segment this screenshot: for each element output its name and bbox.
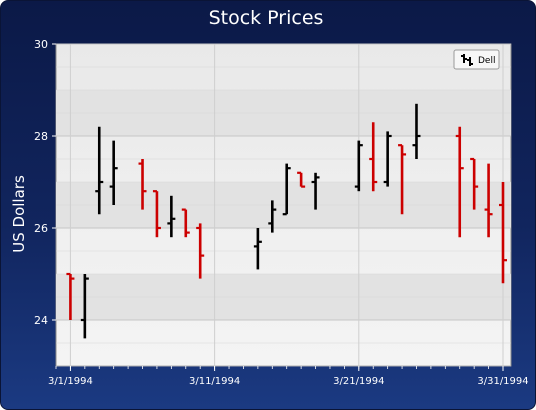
ohlc-bar: [455, 126, 464, 238]
ohlc-bar: [282, 163, 291, 216]
y-tick-label: 24: [34, 314, 48, 327]
legend-label-dell: Dell: [478, 56, 495, 66]
ohlc-bar: [167, 195, 176, 238]
ohlc-bar: [109, 140, 118, 205]
y-tick-label: 30: [34, 38, 48, 51]
ohlc-bar: [311, 172, 320, 210]
legend-box: [453, 49, 500, 70]
ohlc-bar: [398, 144, 407, 215]
y-axis-label: US Dollars: [10, 175, 28, 253]
ohlc-bar: [412, 103, 421, 159]
ohlc-bar: [196, 223, 205, 279]
ohlc-bar: [470, 157, 479, 210]
ohlc-bar: [95, 126, 104, 215]
ohlc-bar: [253, 228, 262, 270]
ohlc-bar: [268, 200, 277, 233]
legend: Dell: [453, 49, 500, 70]
x-tick-label: 3/1/1994: [48, 376, 93, 387]
ohlc-bar: [66, 272, 75, 320]
x-tick-label: 3/11/1994: [189, 376, 240, 387]
ohlc-bar: [181, 208, 190, 238]
x-tick-label: 3/21/1994: [333, 376, 384, 387]
ohlc-bar: [138, 159, 147, 210]
x-tick-label: 3/31/1994: [477, 376, 528, 387]
ohlc-bar: [152, 190, 161, 238]
ohlc-bar: [354, 140, 363, 192]
legend-ohlc-icon: [461, 54, 473, 66]
y-tick-label: 26: [34, 222, 48, 235]
ohlc-bar: [484, 163, 493, 238]
ohlc-bar: [297, 171, 306, 188]
ohlc-bar: [369, 122, 378, 192]
chart-title: Stock Prices: [209, 7, 324, 29]
y-tick-label: 28: [34, 130, 48, 143]
ohlc-bar: [499, 182, 507, 284]
ohlc-bar: [383, 131, 392, 187]
ohlc-bar: [80, 274, 89, 339]
